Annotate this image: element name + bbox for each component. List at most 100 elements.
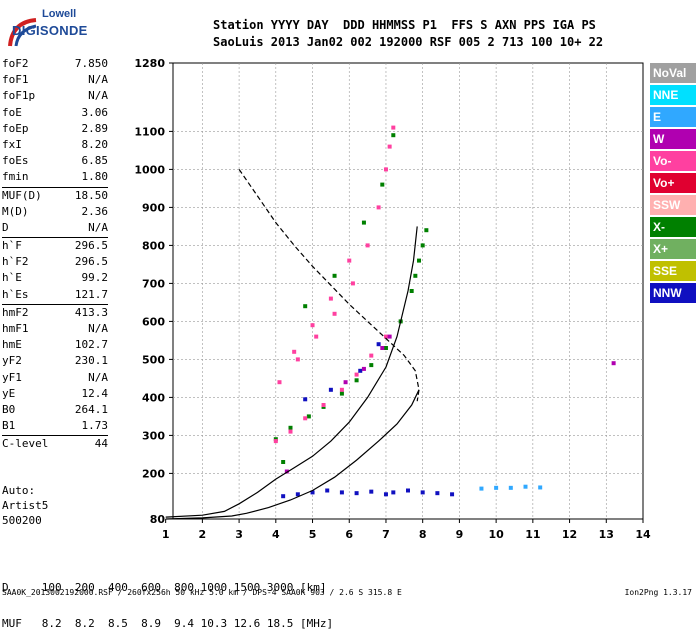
- echo-point: [354, 372, 359, 377]
- echo-point: [523, 484, 528, 489]
- legend-item: SSW: [650, 195, 696, 215]
- echo-point: [406, 488, 410, 493]
- legend-item: X+: [650, 239, 696, 259]
- echo-point: [303, 397, 308, 402]
- param-name: hmF1: [2, 322, 29, 335]
- echo-point: [376, 342, 381, 347]
- param-value: 8.20: [81, 137, 109, 151]
- version-label: Ion2Png 1.3.17: [624, 588, 692, 597]
- echo-point: [380, 346, 385, 350]
- param-row: h`Es 121.7: [2, 287, 108, 303]
- legend-item: E: [650, 107, 696, 127]
- param-value: 296.5: [74, 239, 108, 253]
- echo-point: [369, 489, 374, 494]
- echo-point: [314, 334, 319, 339]
- param-value: N/A: [88, 73, 108, 87]
- param-name: B0: [2, 402, 16, 416]
- param-name: foF1p: [2, 89, 36, 103]
- param-value: 44: [94, 437, 108, 451]
- param-row: foF1p N/A: [2, 88, 108, 104]
- x-tick-label: 13: [599, 528, 614, 541]
- param-row: yF2 230.1: [2, 353, 108, 369]
- footer-info: SAA0K_2013002192000.RSF / 260fx256h 50 k…: [2, 588, 402, 597]
- param-value: 1.73: [81, 419, 109, 433]
- echo-point: [435, 491, 440, 496]
- x-tick-label: 1: [162, 528, 170, 541]
- param-value: 2.89: [81, 121, 109, 135]
- x-tick-label: 8: [419, 528, 427, 541]
- x-tick-label: 2: [199, 528, 207, 541]
- echo-point: [387, 144, 392, 149]
- echo-point: [420, 243, 425, 248]
- y-tick-label: 1100: [134, 125, 165, 138]
- param-value: 6.85: [81, 154, 109, 168]
- x-tick-label: 14: [635, 528, 651, 541]
- y-tick-label: 1280: [134, 57, 165, 70]
- param-value: 121.7: [74, 287, 108, 301]
- param-value: 7.850: [74, 57, 108, 70]
- profile-line: [165, 226, 418, 518]
- param-name: h`F2: [2, 255, 29, 269]
- profile-dashed-line: [238, 169, 420, 402]
- echo-point: [391, 133, 396, 138]
- echo-point: [339, 490, 344, 495]
- legend-item: Vo+: [650, 173, 696, 193]
- echo-point: [325, 488, 330, 493]
- param-separator: [2, 435, 108, 437]
- echo-point: [361, 366, 366, 371]
- param-row: hmF2 413.3: [2, 305, 108, 321]
- echo-point: [292, 349, 297, 354]
- logo-line2: DIGISONDE: [12, 23, 88, 38]
- y-tick-label: 400: [142, 391, 165, 404]
- polarization-legend: NoVal NNE E W Vo- Vo+ SSW X- X+ SSE NNW: [650, 63, 696, 305]
- x-tick-label: 7: [382, 528, 390, 541]
- auto-version: 500200: [2, 514, 42, 527]
- param-name: M(D): [2, 204, 29, 218]
- echo-point: [391, 490, 396, 495]
- echo-point: [281, 494, 286, 499]
- param-name: hmE: [2, 338, 22, 352]
- legend-item: SSE: [650, 261, 696, 281]
- muf-table: D 100 200 400 600 800 1000 1500 3000 [km…: [2, 558, 333, 642]
- echo-point: [354, 491, 359, 496]
- x-tick-label: 4: [272, 528, 280, 541]
- echo-point: [611, 361, 616, 366]
- param-separator: [2, 186, 108, 188]
- echo-point: [295, 357, 300, 362]
- echo-point: [350, 281, 355, 286]
- echo-point: [358, 368, 363, 373]
- echo-point: [420, 490, 425, 495]
- echo-point: [303, 416, 308, 421]
- echo-point: [284, 469, 289, 474]
- auto-label: Auto:: [2, 484, 36, 497]
- logo-swoosh-icon: [8, 18, 37, 47]
- x-tick-label: 10: [488, 528, 504, 541]
- echo-point: [306, 414, 311, 419]
- echo-point: [310, 323, 315, 328]
- echo-point: [321, 403, 326, 407]
- echo-point: [339, 391, 344, 396]
- param-separator: [2, 237, 108, 239]
- y-tick-label: 700: [142, 277, 165, 290]
- x-tick-label: 3: [235, 528, 243, 541]
- echo-point: [417, 258, 422, 263]
- echo-point: [376, 205, 381, 210]
- autoscaling-info: Auto: Artist5 500200: [2, 483, 48, 528]
- param-name: C-level: [2, 437, 49, 451]
- legend-item: NNE: [650, 85, 696, 105]
- param-row: hmE 102.7: [2, 337, 108, 353]
- param-value: N/A: [88, 220, 108, 234]
- echo-point: [332, 273, 337, 278]
- echo-point: [328, 296, 333, 301]
- header-line1: Station YYYY DAY DDD HHMMSS P1 FFS S AXN…: [213, 18, 596, 32]
- param-value: 102.7: [74, 338, 108, 352]
- param-row: h`E 99.2: [2, 270, 108, 286]
- echo-point: [409, 289, 414, 293]
- param-row: foEp 2.89: [2, 121, 108, 137]
- param-value: 18.50: [74, 188, 108, 202]
- echo-point: [380, 182, 385, 187]
- echo-point: [479, 486, 484, 491]
- echo-point: [391, 125, 396, 130]
- param-name: foE: [2, 105, 22, 119]
- echo-point: [354, 378, 359, 383]
